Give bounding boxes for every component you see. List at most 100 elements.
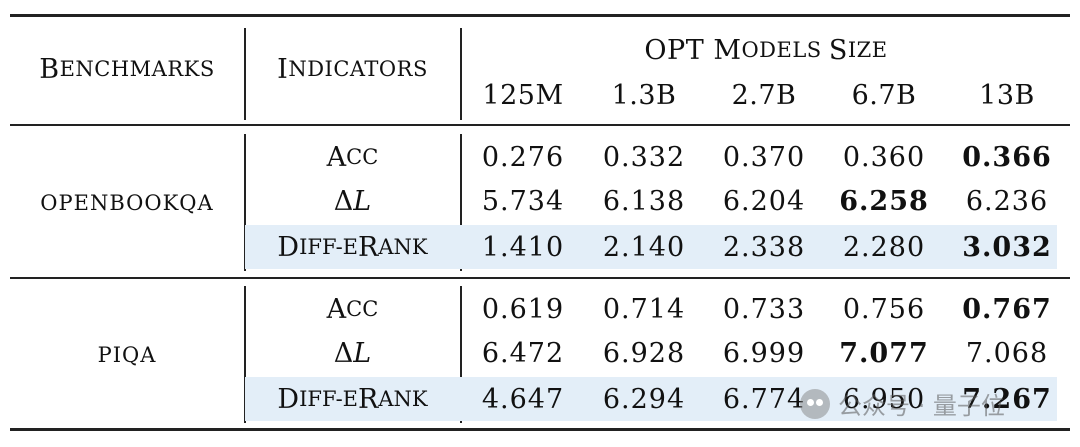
benchmark-name: PIQA: [97, 342, 157, 367]
value-text: 6.204: [722, 185, 806, 217]
size-header-13b: 13B: [944, 72, 1070, 118]
wechat-icon: [800, 388, 830, 419]
value-cell: 6.928: [584, 331, 704, 375]
value-text: 7.077: [839, 337, 929, 369]
value-cell-best: 3.032: [944, 225, 1070, 269]
indicators-header-rest: NDICATORS: [288, 57, 428, 81]
value-cell-best: 7.267: [944, 377, 1070, 421]
size-label: 13B: [979, 79, 1035, 111]
value-cell: 2.140: [584, 225, 704, 269]
value-cell: 0.756: [824, 287, 944, 331]
value-text: 0.332: [602, 141, 686, 173]
indicator-acc: A CC: [245, 135, 460, 179]
diff-erank-r: R: [358, 383, 379, 415]
top-rule: [10, 14, 1070, 17]
value-text: 0.276: [481, 141, 565, 173]
acc-rest: CC: [346, 297, 379, 321]
indicator-diff-erank: D IFF-E R ANK: [245, 377, 460, 421]
value-cell: 0.733: [704, 287, 824, 331]
value-text: 0.360: [842, 141, 926, 173]
group2-vline-1: [244, 286, 246, 423]
benchmarks-header: B ENCHMARKS: [10, 34, 244, 104]
value-text: 6.472: [481, 337, 565, 369]
diff-erank-iff-e: IFF-E: [299, 235, 358, 259]
value-cell: 6.774: [704, 377, 824, 421]
value-cell: 6.999: [704, 331, 824, 375]
diff-erank-d: D: [277, 231, 300, 263]
value-cell: 6.138: [584, 179, 704, 223]
delta-variable: L: [353, 185, 372, 217]
size-label: 6.7B: [851, 79, 917, 111]
value-text: 4.647: [481, 383, 565, 415]
value-cell: 0.619: [462, 287, 584, 331]
group1-vline-1: [244, 134, 246, 271]
diff-erank-ank: ANK: [378, 387, 428, 411]
size-label: 125M: [482, 79, 564, 111]
group-separator-rule: [10, 277, 1070, 279]
value-cell: 6.236: [944, 179, 1070, 223]
value-cell: 2.280: [824, 225, 944, 269]
benchmark-name: OPENBOOKQA: [40, 190, 214, 215]
acc-initial: A: [326, 293, 347, 325]
value-text: 2.280: [842, 231, 926, 263]
results-table: B ENCHMARKS I NDICATORS OPT M ODELS S IZE 12…: [10, 14, 1070, 434]
diff-erank-iff-e: IFF-E: [299, 387, 358, 411]
value-cell: 1.410: [462, 225, 584, 269]
diff-erank-ank: ANK: [378, 235, 428, 259]
indicator-diff-erank: D IFF-E R ANK: [245, 225, 460, 269]
value-cell: 5.734: [462, 179, 584, 223]
value-cell: 2.338: [704, 225, 824, 269]
delta-variable: L: [353, 337, 372, 369]
value-cell: 6.472: [462, 331, 584, 375]
delta-symbol: Δ: [333, 337, 354, 369]
value-text: 0.619: [481, 293, 565, 325]
value-cell: 6.204: [704, 179, 824, 223]
indicators-header-initial: I: [277, 53, 289, 85]
watermark-text: 公众号 · 量子位: [838, 392, 1005, 420]
size-header-2-7b: 2.7B: [704, 72, 824, 118]
value-text: 5.734: [481, 185, 565, 217]
size-header-6-7b: 6.7B: [824, 72, 944, 118]
benchmark-label-openbookqa: OPENBOOKQA: [10, 134, 244, 271]
value-cell: 6.950: [824, 377, 944, 421]
value-text: 3.032: [962, 231, 1052, 263]
value-text: 6.950: [842, 383, 926, 415]
value-text: 0.370: [722, 141, 806, 173]
value-text: 0.366: [962, 141, 1052, 173]
value-text: 6.236: [965, 185, 1049, 217]
value-text: 0.733: [722, 293, 806, 325]
size-header-125m: 125M: [462, 72, 584, 118]
watermark: 公众号 · 量子位: [800, 386, 1005, 421]
indicators-header: I NDICATORS: [245, 34, 460, 104]
models-size-ize: IZE: [847, 38, 888, 62]
value-cell: 6.294: [584, 377, 704, 421]
value-text: 0.714: [602, 293, 686, 325]
diff-erank-d: D: [277, 383, 300, 415]
size-header-1-3b: 1.3B: [584, 72, 704, 118]
value-cell-best: 6.258: [824, 179, 944, 223]
value-text: 2.338: [722, 231, 806, 263]
benchmarks-header-rest: ENCHMARKS: [59, 57, 215, 81]
value-text: 1.410: [481, 231, 565, 263]
diff-erank-r: R: [358, 231, 379, 263]
bottom-rule: [10, 428, 1070, 431]
value-cell: 0.714: [584, 287, 704, 331]
acc-rest: CC: [346, 145, 379, 169]
size-label: 1.3B: [611, 79, 677, 111]
value-text: 7.068: [965, 337, 1049, 369]
value-cell: 4.647: [462, 377, 584, 421]
group1-vline-2: [460, 134, 462, 271]
value-cell-best: 7.077: [824, 331, 944, 375]
indicator-acc: A CC: [245, 287, 460, 331]
value-text: 6.258: [839, 185, 929, 217]
value-cell: 0.276: [462, 135, 584, 179]
value-text: 0.767: [962, 293, 1052, 325]
header-vline-2: [460, 28, 462, 120]
value-cell-best: 0.767: [944, 287, 1070, 331]
value-text: 6.774: [722, 383, 806, 415]
acc-initial: A: [326, 141, 347, 173]
value-cell: 7.068: [944, 331, 1070, 375]
delta-symbol: Δ: [333, 185, 354, 217]
